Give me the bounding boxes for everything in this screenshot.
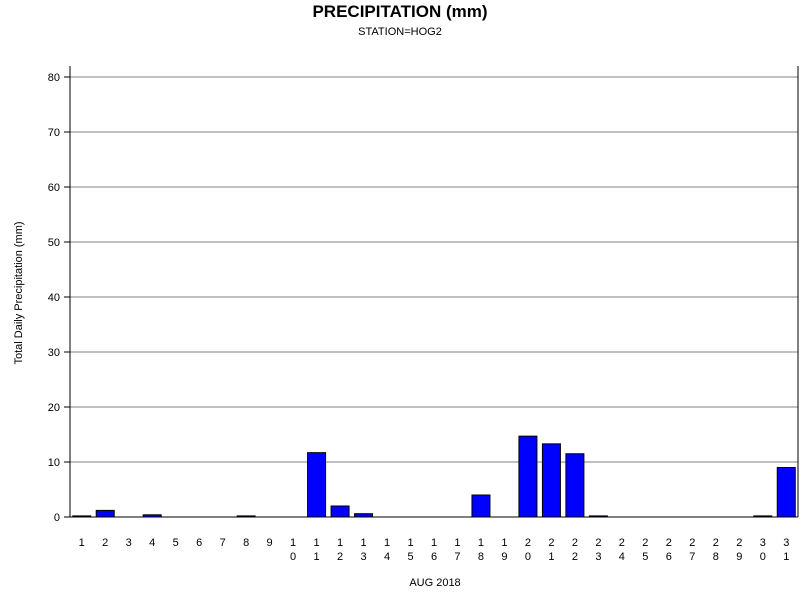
chart-subtitle: STATION=HOG2 — [358, 26, 442, 38]
x-tick-labels: 1 2 3 4 5 6 7 8 9 1 01 11 21 31 41 51 61 71 81 92 02 12 22 32 42… — [79, 537, 790, 563]
bar-day-31 — [776, 467, 796, 518]
axes — [64, 66, 799, 518]
y-tick-label: 70 — [48, 127, 60, 139]
x-axis-label: AUG 2018 — [409, 577, 460, 589]
bars — [72, 435, 796, 518]
y-tick-label: 40 — [48, 292, 60, 304]
y-tick-label: 60 — [48, 182, 60, 194]
y-axis-label: Total Daily Precipitation (mm) — [13, 221, 25, 364]
x-tick-label: 6 — [196, 537, 202, 549]
bar-day-20 — [518, 435, 538, 518]
bar-day-18 — [471, 494, 491, 518]
y-tick-label: 80 — [48, 72, 60, 84]
x-tick-label: 4 — [149, 537, 155, 549]
x-tick-label: 5 — [173, 537, 179, 549]
x-tick-label: 9 — [267, 537, 273, 549]
bar-day-11 — [307, 452, 327, 518]
x-tick-label: 8 — [243, 537, 249, 549]
y-tick-label: 0 — [54, 512, 60, 524]
y-tick-labels: 0 10 20 30 40 50 60 70 80 — [48, 72, 60, 524]
chart-title: PRECIPITATION (mm) — [312, 2, 487, 21]
x-tick-label: 2 — [102, 537, 108, 549]
y-tick-label: 20 — [48, 402, 60, 414]
bar-day-12 — [330, 505, 350, 518]
x-tick-label: 3 — [126, 537, 132, 549]
x-tick-label: 1 — [79, 537, 85, 549]
y-tick-label: 10 — [48, 457, 60, 469]
gridlines — [70, 76, 798, 463]
x-tick-label: 7 — [220, 537, 226, 549]
y-tick-label: 50 — [48, 237, 60, 249]
bar-day-21 — [541, 443, 561, 518]
bar-day-2 — [95, 509, 115, 518]
y-tick-label: 30 — [48, 347, 60, 359]
bar-day-22 — [565, 453, 585, 518]
